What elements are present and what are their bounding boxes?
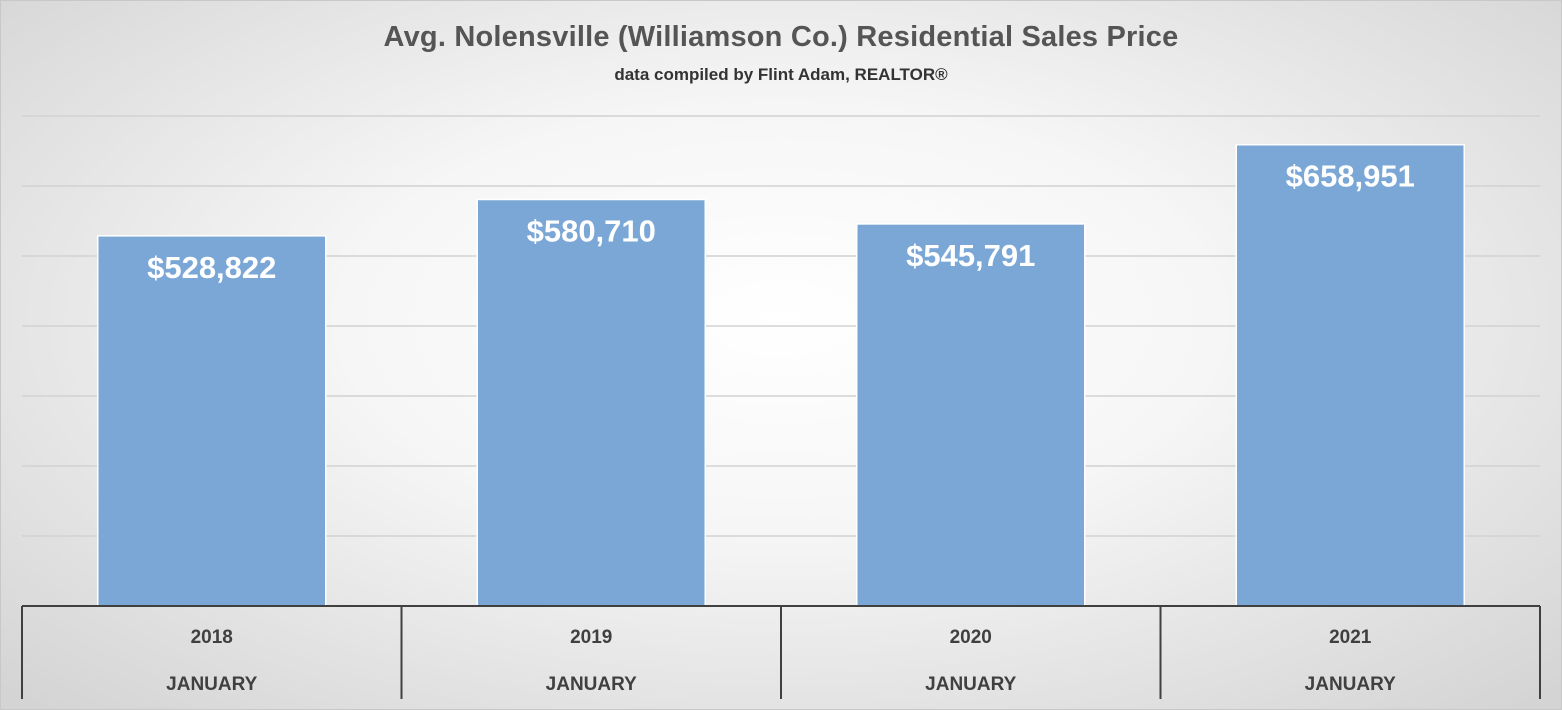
bar bbox=[476, 198, 706, 607]
data-label: $545,791 bbox=[906, 238, 1035, 273]
x-tick-label: 2021 bbox=[1329, 627, 1372, 648]
data-label: $528,822 bbox=[147, 250, 276, 285]
bar bbox=[1235, 143, 1465, 607]
x-tick-label: 2019 bbox=[570, 627, 612, 648]
x-tick-sublabel: JANUARY bbox=[166, 674, 257, 695]
chart-title: Avg. Nolensville (Williamson Co.) Reside… bbox=[383, 21, 1179, 53]
x-tick-sublabel: JANUARY bbox=[1305, 674, 1396, 695]
x-tick-label: 2018 bbox=[191, 627, 233, 648]
bar bbox=[97, 235, 327, 607]
chart-subtitle: data compiled by Flint Adam, REALTOR® bbox=[614, 65, 948, 84]
data-label: $658,951 bbox=[1286, 159, 1415, 194]
x-tick-sublabel: JANUARY bbox=[925, 674, 1016, 695]
bar bbox=[856, 223, 1086, 607]
x-tick-label: 2020 bbox=[950, 627, 992, 648]
x-tick-sublabel: JANUARY bbox=[546, 674, 637, 695]
data-label: $580,710 bbox=[527, 214, 656, 249]
